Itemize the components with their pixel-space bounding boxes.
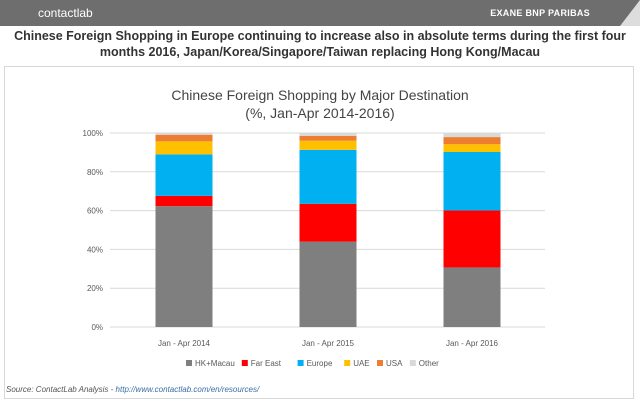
chart-frame bbox=[4, 66, 634, 399]
source-label: Source: ContactLab Analysis - bbox=[6, 385, 116, 394]
bar-segment-far-east bbox=[299, 203, 357, 242]
bar-segment-other bbox=[299, 133, 357, 136]
bar-segment-other bbox=[443, 133, 501, 138]
bar-segment-hk-macau bbox=[155, 206, 213, 327]
x-tick-label: Jan - Apr 2014 bbox=[158, 339, 211, 348]
y-tick-label: 60% bbox=[87, 207, 103, 216]
bar-segment-far-east bbox=[155, 195, 213, 207]
x-tick-label: Jan - Apr 2016 bbox=[446, 339, 499, 348]
bar-segment-other bbox=[155, 133, 213, 135]
bar-segment-europe bbox=[299, 149, 357, 204]
y-tick-label: 80% bbox=[87, 168, 103, 177]
legend-label: Other bbox=[419, 359, 439, 368]
legend-swatch bbox=[377, 360, 383, 366]
header-bar: contactlab EXANE BNP PARIBAS bbox=[0, 0, 640, 26]
bar-segment-uae bbox=[443, 144, 501, 153]
contactlab-logo: contactlab bbox=[38, 6, 93, 20]
bar-segment-far-east bbox=[443, 210, 501, 268]
bar-segment-hk-macau bbox=[299, 241, 357, 327]
legend-swatch bbox=[409, 360, 416, 366]
bar-segment-europe bbox=[443, 152, 501, 211]
bar-segment-usa bbox=[443, 137, 501, 145]
bar-segment-usa bbox=[299, 135, 357, 141]
x-tick-label: Jan - Apr 2015 bbox=[302, 339, 355, 348]
legend-label: USA bbox=[386, 359, 403, 368]
headline: Chinese Foreign Shopping in Europe conti… bbox=[14, 29, 626, 59]
source-link[interactable]: http://www.contactlab.com/en/resources/ bbox=[115, 385, 260, 394]
bar-segment-hk-macau bbox=[443, 267, 501, 327]
legend-swatch bbox=[186, 360, 192, 366]
y-tick-label: 0% bbox=[91, 323, 103, 332]
y-tick-label: 20% bbox=[87, 284, 103, 293]
chart-title: Chinese Foreign Shopping by Major Destin… bbox=[171, 87, 468, 103]
legend-swatch bbox=[241, 360, 248, 366]
legend-label: Europe bbox=[307, 359, 333, 368]
legend-label: UAE bbox=[353, 359, 369, 368]
legend-label: HK+Macau bbox=[195, 359, 235, 368]
bar-segment-uae bbox=[155, 141, 213, 155]
bar-segment-usa bbox=[155, 134, 213, 142]
legend-label: Far East bbox=[251, 359, 282, 368]
y-tick-label: 40% bbox=[87, 245, 103, 254]
bar-segment-europe bbox=[155, 154, 213, 196]
legend-swatch bbox=[344, 360, 351, 366]
bar-segment-uae bbox=[299, 140, 357, 150]
header-decoration bbox=[620, 0, 640, 26]
chart-subtitle: (%, Jan-Apr 2014-2016) bbox=[245, 105, 394, 121]
source-note: Source: ContactLab Analysis - http://www… bbox=[6, 385, 259, 394]
y-tick-label: 100% bbox=[83, 129, 103, 138]
legend-swatch bbox=[297, 360, 304, 366]
exane-logo: EXANE BNP PARIBAS bbox=[490, 8, 590, 18]
